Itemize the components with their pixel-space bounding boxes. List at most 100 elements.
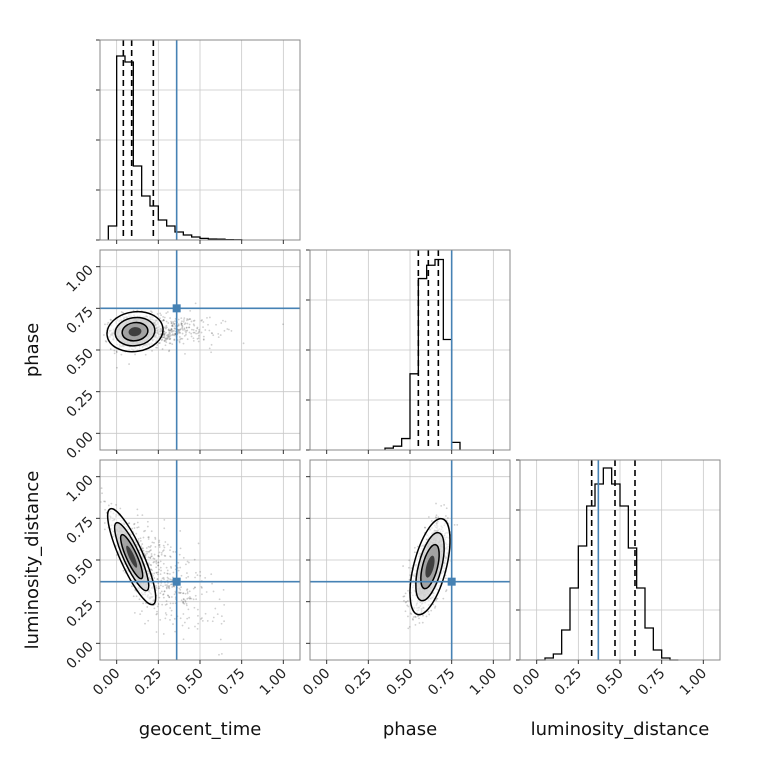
scatter-point	[127, 522, 130, 525]
scatter-point	[168, 349, 171, 352]
scatter-point	[442, 597, 445, 600]
scatter-point	[166, 569, 169, 572]
scatter-point	[164, 327, 167, 330]
x-tick-label: 1.00	[677, 666, 710, 699]
scatter-point	[155, 586, 158, 589]
scatter-point	[430, 520, 433, 522]
scatter-point	[128, 522, 131, 524]
scatter-point	[174, 320, 176, 323]
scatter-point	[139, 540, 142, 542]
scatter-point	[173, 327, 176, 330]
contour-line	[415, 531, 445, 602]
scatter-point	[174, 325, 177, 327]
scatter-point	[136, 526, 139, 529]
scatter-point	[220, 622, 223, 625]
scatter-point	[156, 344, 159, 346]
scatter-point	[183, 319, 185, 321]
x-axis-label-luminosity-distance: luminosity_distance	[531, 719, 710, 740]
scatter-point	[167, 322, 170, 324]
scatter-point	[210, 343, 213, 346]
scatter-point	[179, 329, 181, 331]
scatter-point	[201, 586, 203, 589]
panel-phase-vs-geocent-time: 0.00 0.25 0.50 0.75 1.00	[63, 249, 301, 462]
scatter-point	[170, 330, 173, 333]
scatter-point	[201, 319, 203, 321]
scatter-point	[153, 541, 155, 544]
scatter-point	[157, 554, 160, 557]
scatter-point	[115, 350, 118, 353]
scatter-point	[147, 556, 150, 559]
scatter-point	[169, 337, 172, 340]
scatter-point	[197, 622, 200, 625]
scatter-point	[165, 586, 168, 589]
scatter-point	[212, 616, 215, 619]
x-tick-label: 0.75	[215, 666, 248, 699]
scatter-point	[145, 550, 148, 553]
scatter-point	[179, 591, 182, 594]
scatter-point	[202, 338, 205, 341]
scatter-point	[174, 333, 177, 336]
scatter-point	[131, 527, 134, 530]
scatter-point	[220, 615, 223, 618]
scatter-point	[160, 314, 162, 317]
scatter-point	[145, 547, 148, 549]
scatter-point	[207, 323, 209, 326]
scatter-point	[408, 625, 411, 628]
scatter-point	[202, 321, 205, 323]
scatter-point	[155, 613, 158, 616]
scatter-point	[154, 538, 157, 540]
contour-line	[113, 521, 150, 592]
scatter-point	[198, 330, 201, 333]
scatter-point	[151, 349, 153, 352]
scatter-point	[187, 608, 190, 611]
scatter-point	[185, 331, 187, 334]
scatter-point	[104, 323, 106, 326]
scatter-point	[172, 571, 175, 574]
scatter-point	[167, 586, 170, 589]
scatter-point	[171, 586, 174, 588]
scatter-point	[137, 526, 140, 529]
scatter-point	[165, 337, 167, 340]
scatter-point	[162, 319, 165, 322]
scatter-point	[166, 584, 168, 586]
scatter-point	[161, 348, 164, 350]
scatter-point	[193, 606, 196, 609]
scatter-point	[163, 332, 166, 335]
scatter-point	[156, 346, 159, 349]
scatter-point	[106, 323, 109, 326]
scatter-point	[166, 337, 169, 340]
scatter-point	[177, 318, 180, 321]
scatter-point	[185, 576, 188, 579]
scatter-point	[162, 576, 165, 579]
scatter-point	[197, 331, 200, 334]
scatter-point	[178, 341, 181, 344]
scatter-point	[159, 584, 162, 587]
scatter-point	[155, 561, 157, 563]
scatter-point	[159, 312, 162, 315]
scatter-point	[160, 552, 163, 554]
scatter-point	[183, 602, 186, 605]
scatter-point	[222, 588, 225, 591]
scatter-point	[444, 577, 447, 580]
scatter-point	[150, 568, 153, 571]
scatter-point	[181, 326, 184, 329]
scatter-point	[192, 329, 195, 331]
scatter-point	[150, 310, 152, 313]
scatter-point	[182, 602, 185, 604]
scatter-point	[115, 351, 118, 354]
scatter-point	[133, 523, 135, 526]
scatter-point	[163, 518, 166, 521]
scatter-point	[156, 612, 158, 615]
scatter-point	[196, 327, 199, 330]
scatter-point	[186, 338, 189, 341]
scatter-point	[168, 587, 171, 590]
scatter-point	[201, 593, 203, 596]
scatter-point	[217, 336, 220, 339]
scatter-point	[183, 317, 186, 320]
scatter-point	[167, 329, 170, 331]
scatter-point	[178, 592, 181, 594]
scatter-point	[144, 529, 147, 532]
scatter-point	[193, 558, 196, 561]
scatter-point	[182, 342, 185, 345]
scatter-point	[149, 568, 152, 571]
